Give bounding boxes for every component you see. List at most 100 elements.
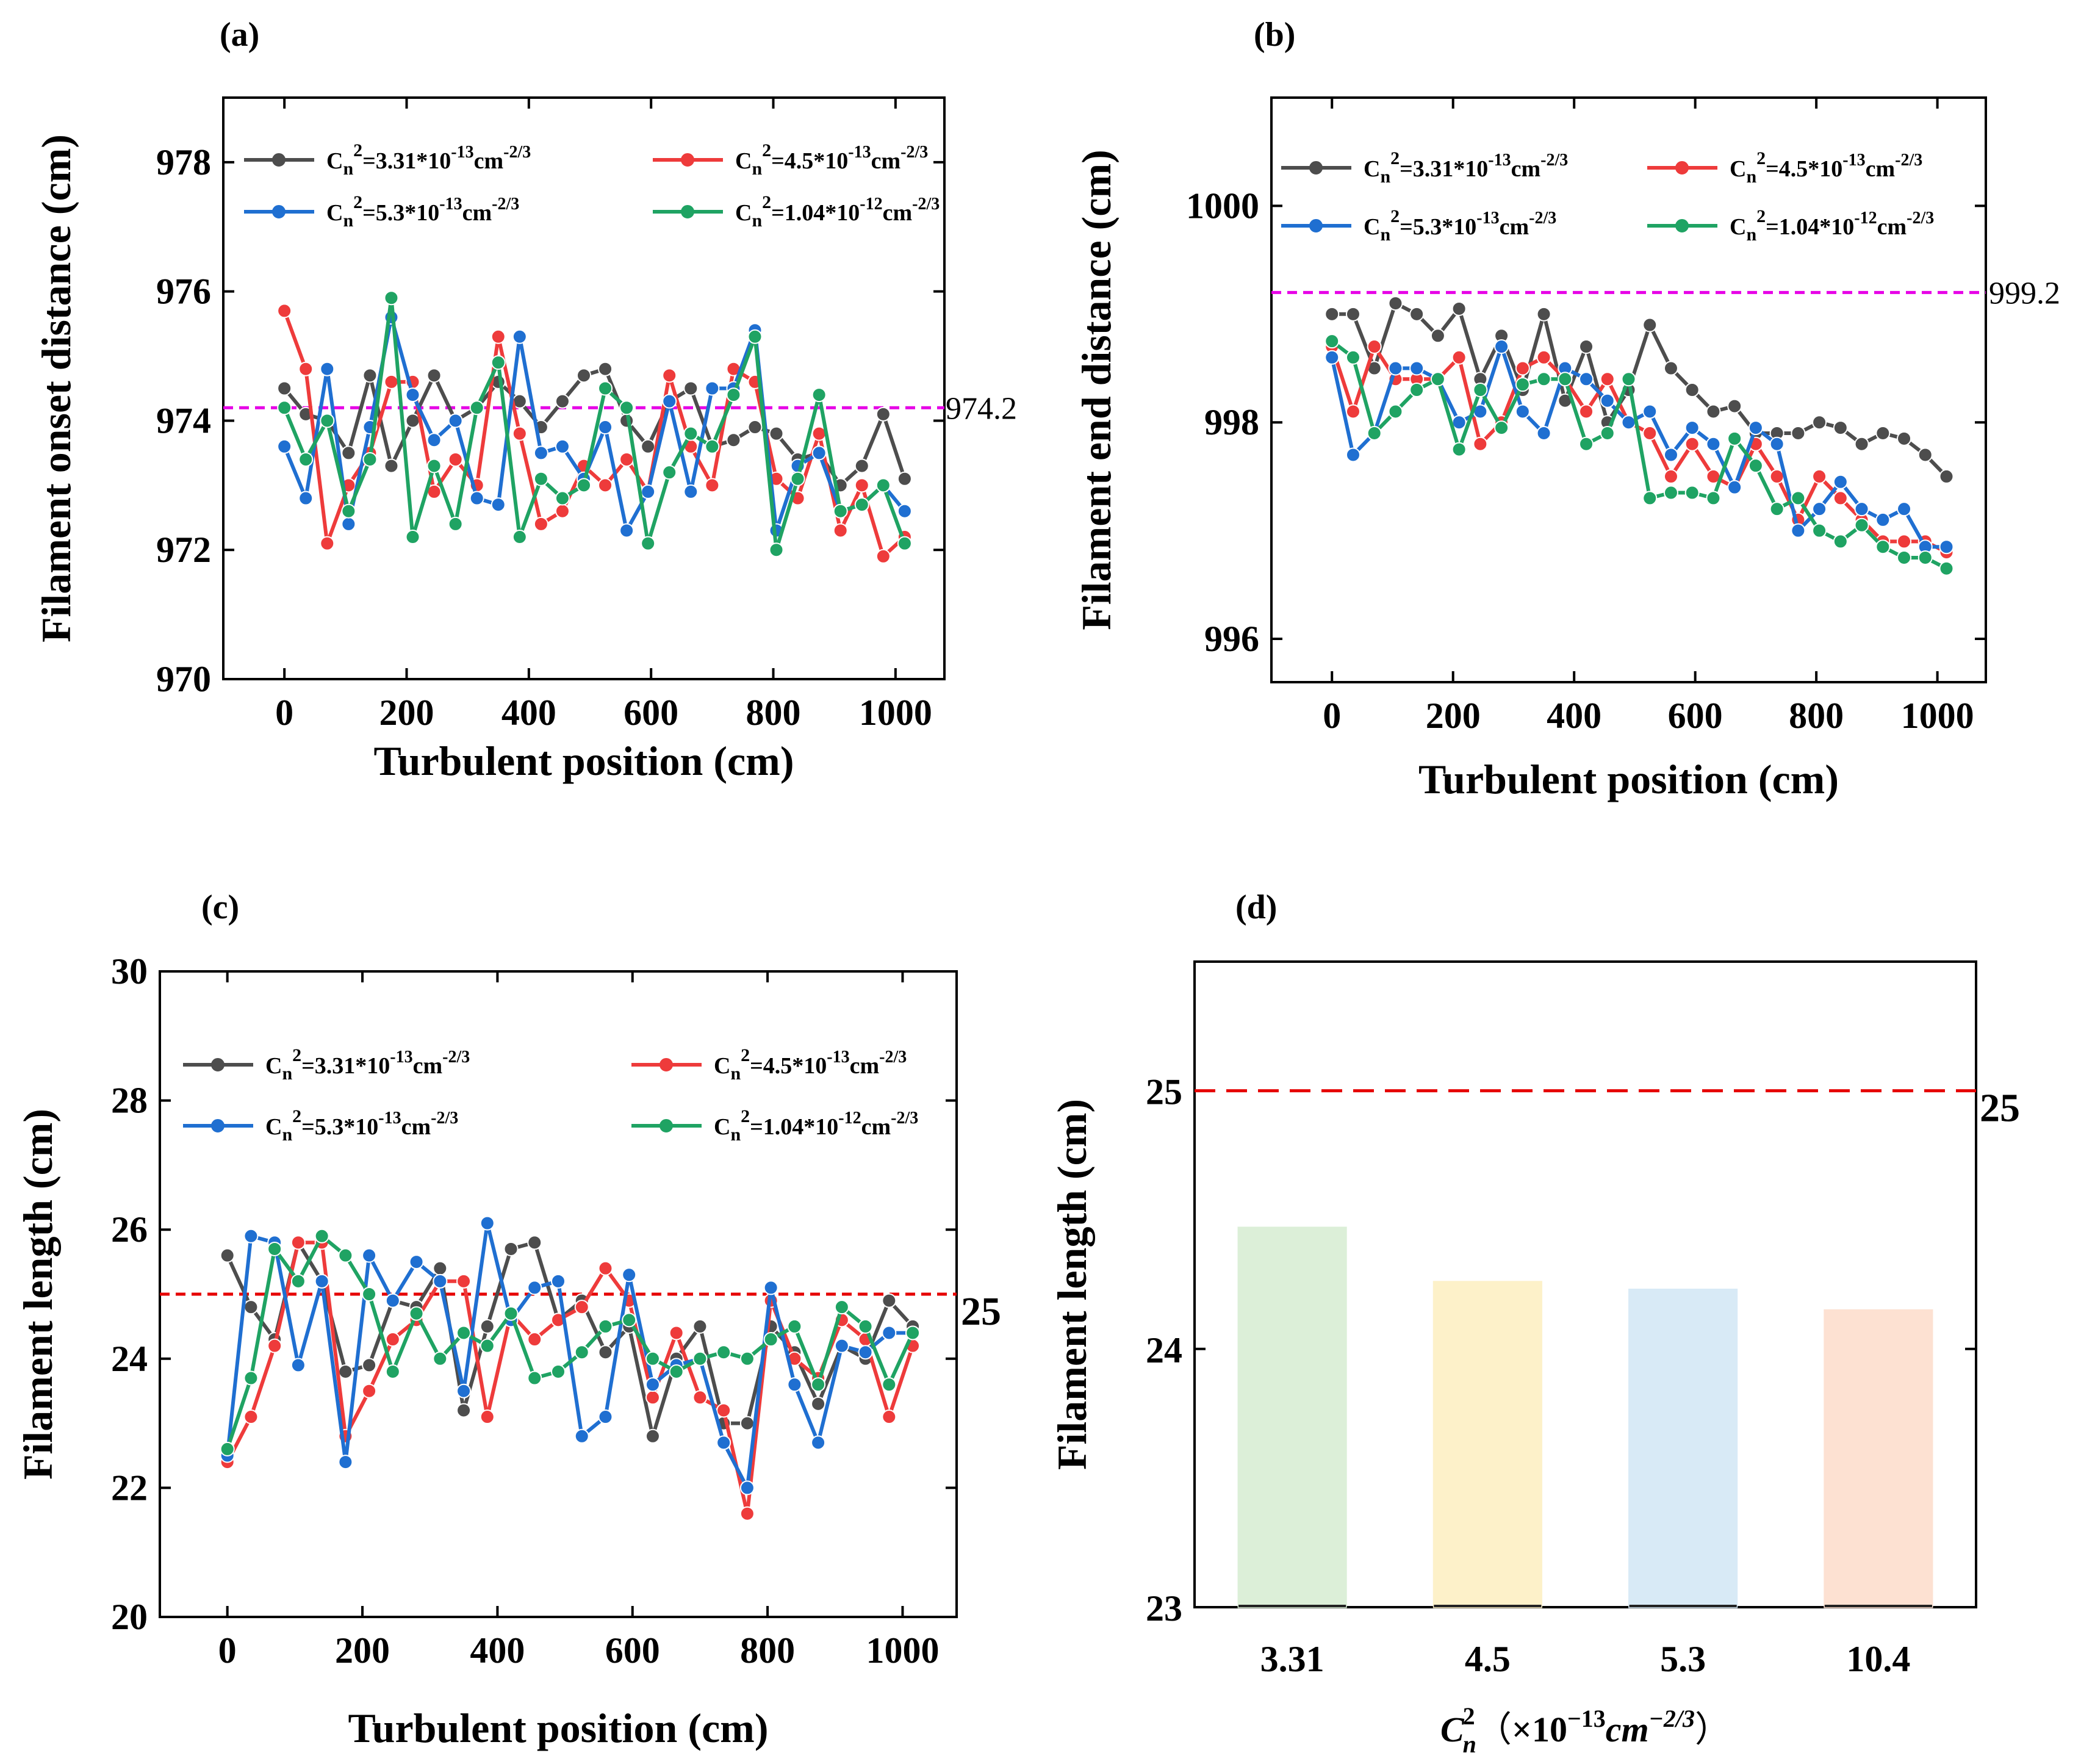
data-point [1324,350,1340,365]
bar [1628,1288,1738,1608]
bar [1824,1309,1933,1608]
data-point [456,1325,472,1341]
data-point [858,1345,873,1360]
y-tick-label: 24 [1146,1330,1182,1370]
data-point [692,1390,708,1405]
data-point [854,478,869,493]
x-tick-label: 600 [605,1630,660,1671]
data-point [662,368,677,383]
data-point [1939,539,1954,555]
series-line [226,1240,915,1516]
data-point [1345,350,1360,365]
series-line [1332,301,1948,478]
data-point [555,439,570,454]
data-point [854,497,869,513]
data-point [362,452,378,467]
x-tick-label: 600 [1668,696,1723,736]
data-point [448,413,463,428]
data-point [1684,420,1700,436]
data-point [716,1435,731,1450]
data-point [277,381,292,396]
reference-label: 999.2 [1989,276,2060,311]
data-point [1684,436,1700,452]
series-line [1330,345,1947,554]
data-point [480,1215,495,1231]
data-point [448,516,463,531]
data-point [320,536,335,551]
data-point [220,1248,235,1263]
legend-entry: Cn2=5.3*10-13cm-2/3 [265,1106,458,1145]
data-point [897,503,912,519]
y-tick-label: 24 [111,1339,148,1379]
data-point [426,458,442,473]
data-point [619,452,634,467]
data-point [1367,339,1382,355]
data-point [1897,550,1912,565]
data-point [433,1273,448,1289]
data-point [1748,420,1763,436]
data-point [1494,339,1509,355]
data-point [243,1300,259,1315]
data-point [243,1370,259,1386]
data-point [1558,372,1573,387]
panel-label: (b) [1254,16,1295,54]
y-tick-label: 974 [156,400,211,441]
data-point [705,381,720,396]
data-point [1388,361,1403,376]
data-point [811,445,827,461]
data-point [433,1261,448,1276]
x-axis-title: C2 n（×10−13cm−2/3） [1440,1702,1730,1758]
data-point [426,368,442,383]
data-point [1642,404,1658,419]
data-point [875,549,891,564]
data-point [747,329,763,344]
reference-label: 25 [1980,1086,2020,1131]
data-point [763,1280,778,1295]
data-point [1897,502,1912,517]
data-point [833,523,848,538]
series-line [1331,339,1947,571]
data-point [882,1293,897,1308]
x-tick-label: 1000 [859,693,932,733]
plot-frame [1270,96,1987,683]
data-point [491,497,506,513]
data-point [645,1377,660,1392]
data-point [341,445,356,461]
data-point [858,1319,873,1334]
data-point [1812,502,1827,517]
data-point [1663,361,1678,376]
y-axis-title: Filament end distance (cm) [1073,149,1120,630]
data-point [290,1273,306,1289]
data-point [362,1383,377,1399]
data-point [1515,361,1530,376]
data-point [1324,306,1340,322]
y-tick-label: 25 [1146,1072,1182,1112]
legend-marker [681,205,694,218]
data-point [598,1409,613,1425]
data-point [1494,420,1509,436]
y-tick-label: 1000 [1186,185,1259,226]
data-point [726,387,741,403]
y-tick-label: 30 [111,951,148,992]
legend-marker [211,1058,225,1071]
legend-marker [681,153,694,167]
data-point [641,439,656,454]
legend-entry: Cn2=4.5*10-13cm-2/3 [735,140,928,179]
data-point [854,458,869,473]
data-point [405,387,420,403]
legend-marker [660,1119,673,1132]
data-point [1388,404,1403,419]
data-point [1897,534,1912,549]
data-point [1473,436,1488,452]
data-point [220,1441,235,1456]
data-point [384,290,399,306]
data-point [480,1319,495,1334]
data-point [1409,306,1425,322]
data-point [833,503,848,519]
data-point [897,536,912,551]
data-point [1684,383,1700,397]
series-line [282,310,906,558]
data-point [512,530,527,545]
y-axis-title: Filament length (cm) [1049,1099,1095,1470]
